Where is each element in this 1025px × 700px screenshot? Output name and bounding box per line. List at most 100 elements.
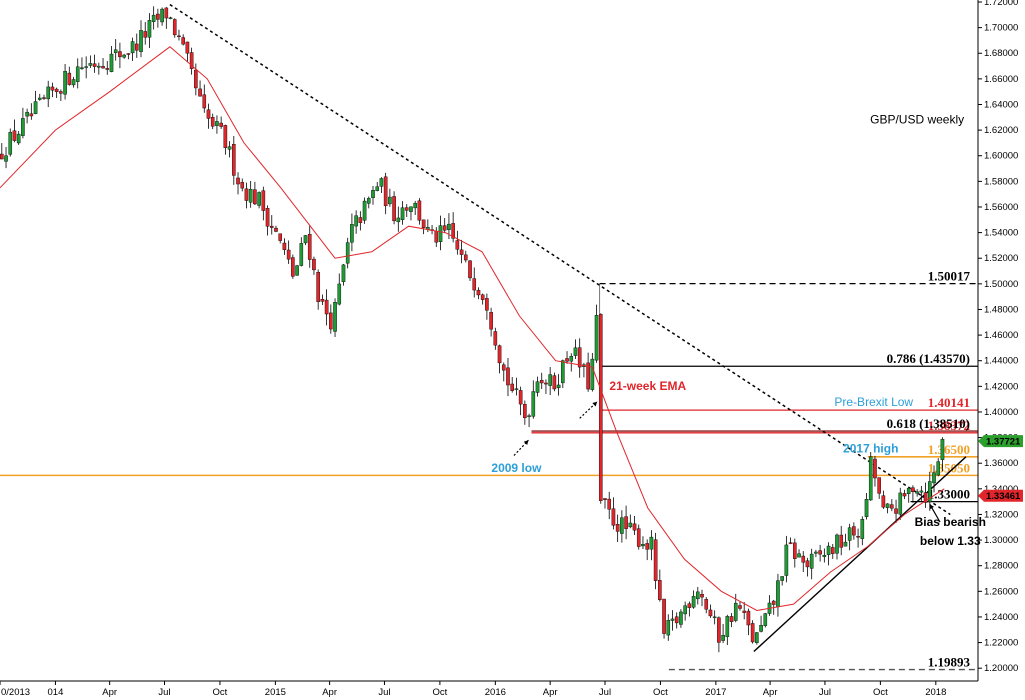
x-tick-label: Jul bbox=[819, 687, 831, 698]
candle-body bbox=[759, 625, 763, 632]
price-tag-label-1: 1.33461 bbox=[986, 491, 1021, 502]
candle-body bbox=[489, 312, 493, 330]
y-tick-label: 1.30000 bbox=[984, 535, 1018, 546]
candle-body bbox=[240, 182, 245, 189]
candle-body bbox=[409, 206, 413, 212]
candle-body bbox=[936, 461, 941, 476]
candle-body bbox=[366, 198, 371, 204]
x-tick-label: Oct bbox=[653, 687, 668, 698]
candle-body bbox=[122, 54, 126, 58]
candle-body bbox=[253, 189, 257, 205]
candle-body bbox=[577, 347, 582, 368]
candle-body bbox=[54, 88, 59, 93]
x-tick-label: 014 bbox=[48, 687, 64, 698]
y-tick-label: 1.50000 bbox=[984, 279, 1018, 290]
candle-body bbox=[683, 605, 687, 615]
candle-body bbox=[172, 19, 177, 36]
annotation-4: 2009 low bbox=[491, 461, 542, 475]
candle-body bbox=[620, 517, 624, 534]
candle-body bbox=[539, 379, 544, 384]
candle-body bbox=[316, 271, 320, 302]
candle-body bbox=[105, 68, 110, 70]
candle-body bbox=[898, 492, 903, 515]
y-tick-label: 1.22000 bbox=[984, 638, 1018, 649]
candle-body bbox=[269, 225, 274, 228]
candle-body bbox=[291, 257, 295, 277]
candle-body bbox=[704, 599, 709, 610]
y-tick-label: 1.54000 bbox=[984, 228, 1018, 239]
candle-body bbox=[662, 598, 666, 634]
y-tick-label: 1.56000 bbox=[984, 202, 1018, 213]
candle-body bbox=[350, 224, 354, 243]
candle-body bbox=[421, 219, 426, 228]
candle-body bbox=[852, 526, 856, 536]
candle-body bbox=[177, 35, 181, 38]
candle-body bbox=[134, 43, 139, 51]
candle-body bbox=[940, 438, 945, 460]
candle-body bbox=[636, 528, 641, 547]
candle-body bbox=[793, 542, 797, 559]
y-tick-label: 1.34000 bbox=[984, 484, 1018, 495]
candle-body bbox=[143, 31, 148, 38]
candle-body bbox=[493, 331, 498, 346]
annotation-0: GBP/USD weekly bbox=[870, 113, 964, 127]
ema-21-line bbox=[0, 46, 945, 612]
candle-body bbox=[818, 550, 822, 555]
candle-body bbox=[63, 71, 67, 95]
candle-body bbox=[919, 490, 924, 493]
level-label-3: 1.38372 bbox=[928, 418, 970, 433]
y-tick-label: 1.44000 bbox=[984, 356, 1018, 367]
candle-body bbox=[839, 534, 844, 548]
arrow-bias-head bbox=[929, 504, 935, 510]
candle-body bbox=[750, 623, 755, 643]
candle-body bbox=[894, 508, 898, 514]
candle-body bbox=[873, 458, 877, 479]
candle-body bbox=[434, 230, 439, 243]
candle-body bbox=[628, 522, 633, 528]
horizontal-levels: 1.50017 0.786 (1.43570) 1.40141 1.383720.61… bbox=[0, 269, 978, 671]
y-tick-label: 1.48000 bbox=[984, 304, 1018, 315]
candle-body bbox=[615, 524, 620, 532]
candle-body bbox=[67, 72, 72, 85]
x-tick-label: Apr bbox=[763, 687, 778, 698]
annotation-1: 21-week EMA bbox=[609, 379, 686, 393]
candle-body bbox=[552, 375, 557, 390]
candle-body bbox=[37, 97, 42, 100]
level-label-4: 0.618 (1.38510) bbox=[887, 416, 970, 431]
candle-body bbox=[388, 196, 392, 205]
candle-body bbox=[417, 200, 422, 221]
candle-body bbox=[392, 196, 396, 222]
candle-body bbox=[501, 364, 506, 371]
candle-body bbox=[164, 7, 169, 19]
candle-body bbox=[101, 66, 105, 69]
candle-body bbox=[307, 233, 312, 260]
candle-body bbox=[531, 391, 536, 417]
candle-body bbox=[805, 560, 810, 568]
candle-body bbox=[666, 620, 671, 636]
candle-body bbox=[59, 91, 63, 94]
y-tick-label: 1.58000 bbox=[984, 176, 1018, 187]
candle-body bbox=[303, 235, 308, 244]
candle-body bbox=[278, 233, 283, 241]
y-tick-label: 1.32000 bbox=[984, 509, 1018, 520]
candle-body bbox=[219, 122, 223, 127]
candle-body bbox=[738, 605, 742, 609]
annotation-5: Bias bearish bbox=[915, 515, 986, 529]
candle-body bbox=[776, 580, 780, 608]
candle-body bbox=[396, 217, 401, 223]
annotation-3: 2017 high bbox=[843, 441, 898, 455]
candle-body bbox=[215, 121, 219, 126]
level-label-5: 1.36500 bbox=[928, 442, 970, 457]
candle-body bbox=[223, 125, 228, 148]
candle-body bbox=[611, 508, 616, 526]
y-tick-label: 1.70000 bbox=[984, 23, 1018, 34]
candle-body bbox=[544, 382, 548, 385]
candle-body bbox=[632, 523, 637, 531]
candle-body bbox=[590, 358, 595, 390]
candle-body bbox=[88, 63, 93, 66]
candle-body bbox=[265, 208, 270, 227]
x-tick-label: 2018 bbox=[925, 687, 946, 698]
y-tick-label: 1.64000 bbox=[984, 99, 1018, 110]
candle-body bbox=[480, 294, 485, 300]
candle-body bbox=[97, 65, 101, 68]
